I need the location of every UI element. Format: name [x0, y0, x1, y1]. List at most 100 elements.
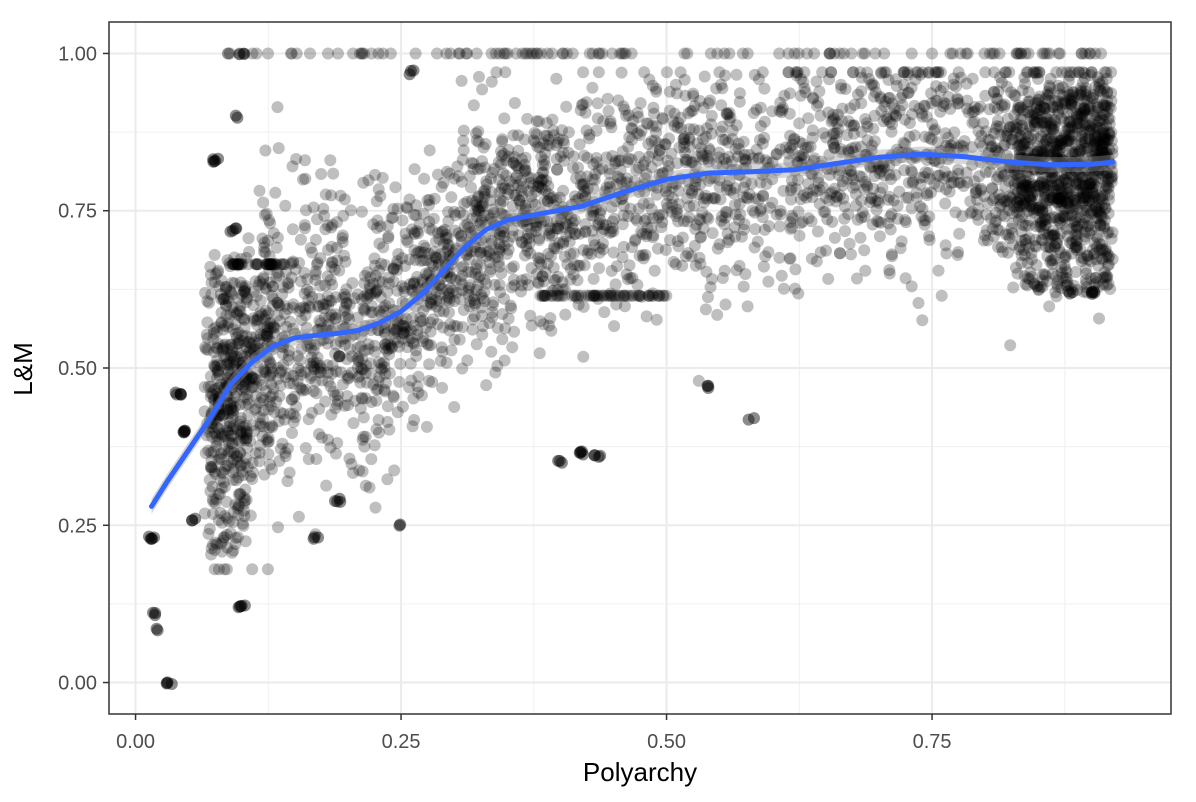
data-point [280, 266, 292, 279]
data-point [1006, 133, 1019, 146]
data-point [899, 216, 912, 229]
data-point [702, 212, 715, 225]
data-point [1013, 139, 1026, 152]
data-point [919, 166, 932, 179]
data-point [640, 227, 653, 240]
data-point [597, 218, 609, 231]
data-point [388, 333, 401, 346]
data-point [646, 79, 659, 92]
data-point [830, 195, 842, 208]
data-point [443, 167, 456, 180]
data-point [1062, 134, 1075, 147]
data-point [547, 191, 560, 204]
data-point [605, 264, 618, 277]
data-point [1019, 181, 1032, 194]
data-point [273, 315, 286, 327]
data-point [402, 335, 415, 347]
data-point [1099, 202, 1112, 215]
data-point [272, 521, 284, 534]
data-point [225, 401, 238, 414]
data-point [215, 316, 228, 329]
data-point [733, 95, 746, 108]
data-point [614, 172, 627, 185]
data-point [1028, 66, 1041, 79]
data-point [582, 244, 595, 257]
data-point [962, 106, 975, 119]
data-point [656, 113, 669, 126]
data-point [983, 103, 996, 116]
data-point [951, 93, 964, 106]
data-point [823, 194, 836, 207]
data-point [875, 66, 888, 79]
data-point [678, 136, 690, 149]
data-point [992, 85, 1005, 98]
data-point [894, 92, 907, 104]
data-point [776, 103, 789, 116]
data-point [979, 89, 992, 102]
data-point [561, 208, 574, 221]
data-point [991, 93, 1004, 106]
data-point [225, 429, 237, 442]
data-point [1014, 101, 1027, 114]
data-point [1003, 66, 1016, 79]
data-point [310, 453, 323, 465]
data-point [579, 106, 592, 119]
data-point [640, 230, 653, 243]
data-point [1080, 200, 1093, 213]
data-point [352, 351, 365, 364]
data-point [653, 209, 665, 222]
data-point [615, 66, 628, 79]
data-point [587, 209, 600, 222]
data-point [952, 97, 965, 109]
data-point [993, 188, 1006, 201]
data-point [239, 483, 252, 496]
data-point [527, 179, 540, 192]
data-point [694, 257, 707, 270]
data-point [881, 113, 894, 126]
data-point [383, 348, 395, 361]
data-point [622, 210, 635, 223]
data-point [1043, 166, 1056, 179]
data-point [686, 104, 699, 117]
data-point [1001, 124, 1014, 137]
data-point [406, 223, 418, 236]
data-point [485, 234, 498, 247]
data-point [398, 285, 411, 298]
data-point [922, 167, 935, 179]
data-point [872, 194, 884, 207]
data-point [698, 70, 711, 83]
data-point [314, 366, 327, 379]
data-point [240, 296, 253, 309]
data-point [488, 278, 501, 291]
data-point [372, 375, 385, 388]
data-point [1090, 180, 1102, 193]
data-point [337, 320, 350, 333]
data-point [1036, 116, 1048, 129]
data-point [756, 66, 769, 79]
data-point [322, 318, 335, 331]
data-point [1096, 146, 1109, 159]
data-point [356, 433, 369, 446]
data-point [346, 277, 359, 289]
data-point [869, 47, 882, 60]
data-point [966, 116, 979, 129]
data-point [626, 123, 639, 135]
data-point [236, 465, 249, 478]
data-point [384, 338, 397, 351]
data-point [886, 118, 899, 131]
data-point [377, 241, 390, 254]
data-point [1016, 210, 1028, 223]
data-point [521, 220, 533, 233]
data-point [556, 283, 569, 296]
data-point [1095, 172, 1108, 185]
data-point [382, 277, 395, 290]
data-point [721, 108, 734, 121]
data-point [208, 360, 221, 373]
data-point [260, 433, 273, 446]
data-point [864, 196, 877, 209]
data-point [517, 217, 530, 230]
data-point [893, 185, 906, 198]
data-point [782, 66, 795, 79]
data-point [436, 345, 449, 358]
data-point [576, 189, 589, 202]
